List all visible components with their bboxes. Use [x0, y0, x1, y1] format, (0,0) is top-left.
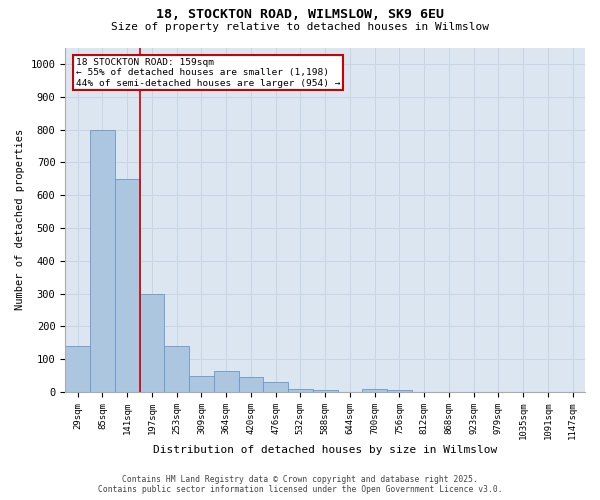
Text: 18 STOCKTON ROAD: 159sqm
← 55% of detached houses are smaller (1,198)
44% of sem: 18 STOCKTON ROAD: 159sqm ← 55% of detach… — [76, 58, 340, 88]
Bar — [140, 294, 164, 392]
Y-axis label: Number of detached properties: Number of detached properties — [15, 129, 25, 310]
Bar — [239, 378, 263, 392]
Bar — [387, 390, 412, 392]
Bar — [65, 346, 90, 392]
Bar — [214, 371, 239, 392]
Bar — [263, 382, 288, 392]
Bar — [288, 389, 313, 392]
Bar — [164, 346, 189, 392]
Bar — [90, 130, 115, 392]
Bar — [189, 376, 214, 392]
Text: Contains HM Land Registry data © Crown copyright and database right 2025.
Contai: Contains HM Land Registry data © Crown c… — [98, 474, 502, 494]
Bar — [115, 179, 140, 392]
Text: Size of property relative to detached houses in Wilmslow: Size of property relative to detached ho… — [111, 22, 489, 32]
Text: 18, STOCKTON ROAD, WILMSLOW, SK9 6EU: 18, STOCKTON ROAD, WILMSLOW, SK9 6EU — [156, 8, 444, 20]
Bar — [313, 390, 338, 392]
Bar — [362, 389, 387, 392]
X-axis label: Distribution of detached houses by size in Wilmslow: Distribution of detached houses by size … — [153, 445, 497, 455]
